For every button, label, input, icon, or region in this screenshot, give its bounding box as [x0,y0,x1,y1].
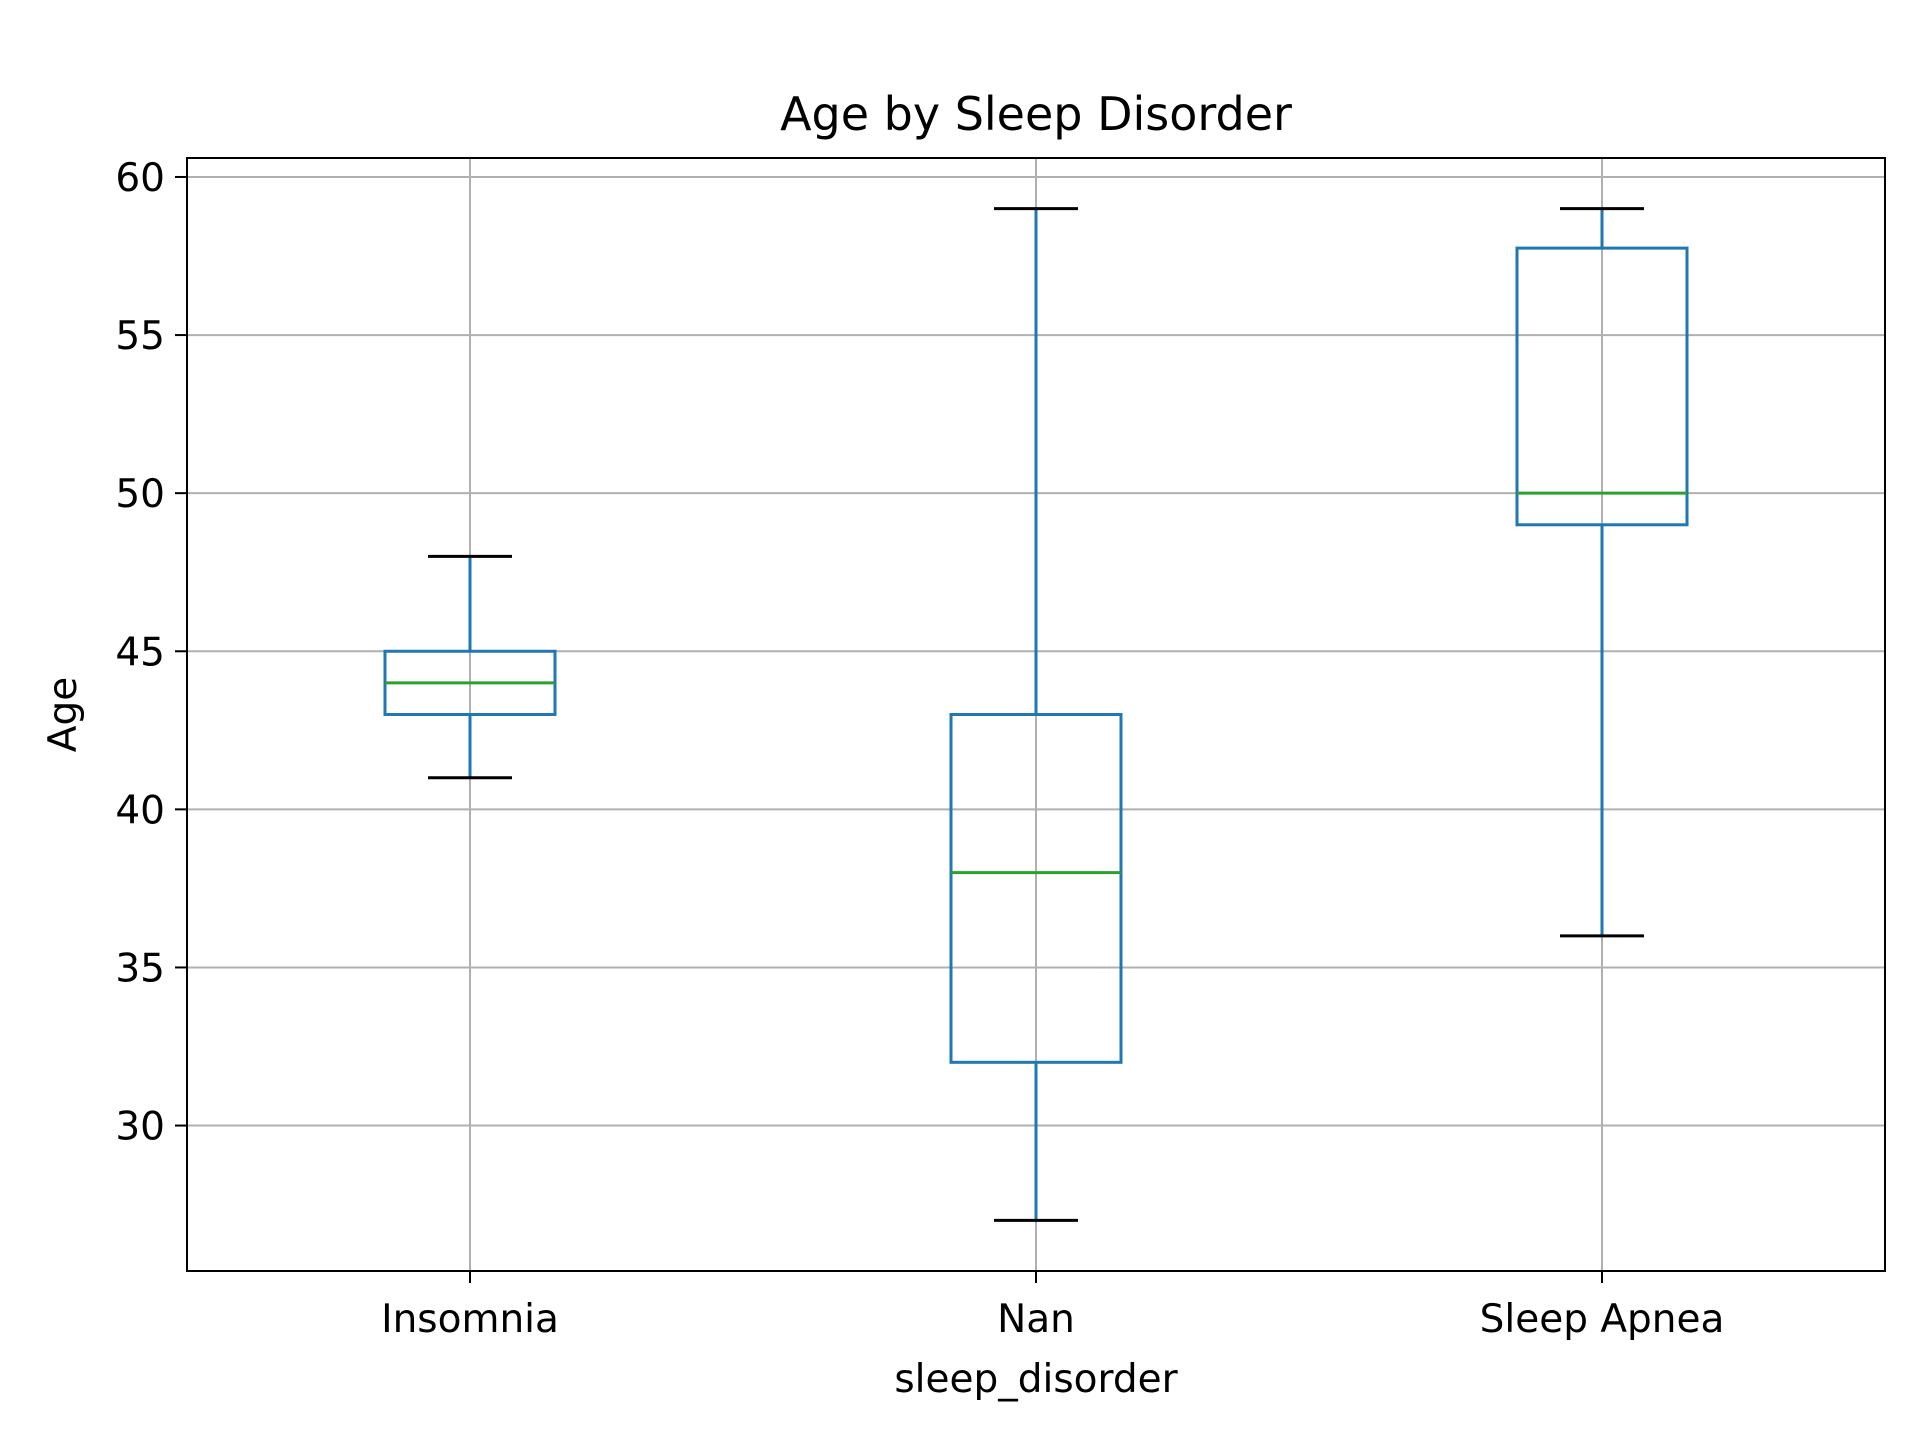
iqr-box [1515,246,1689,527]
y-tick-label: 30 [115,1105,165,1150]
chart-title: Age by Sleep Disorder [780,87,1292,141]
y-axis-label: Age [41,677,86,752]
ticks: 30 35 40 45 50 55 60 Insomnia Nan Sleep Apnea [115,156,1724,1342]
boxes [383,207,1689,1222]
x-tick-label: Insomnia [381,1297,559,1342]
box-group-insomnia [383,554,557,780]
y-tick-label: 60 [115,156,165,201]
y-tick-label: 55 [115,314,165,359]
y-tick-label: 45 [115,630,165,675]
box-group-nan [949,207,1123,1222]
y-tick-label: 50 [115,472,165,517]
iqr-box [949,713,1123,1064]
box-group-sleep-apnea [1515,207,1689,938]
y-tick-label: 35 [115,946,165,991]
x-tick-label: Nan [997,1297,1075,1342]
y-tick-label: 40 [115,788,165,833]
x-axis-label: sleep_disorder [894,1357,1178,1402]
x-tick-label: Sleep Apnea [1480,1297,1725,1342]
